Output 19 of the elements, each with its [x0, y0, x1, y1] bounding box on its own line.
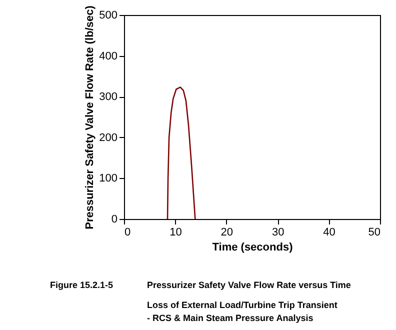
y-tick-label: 100: [99, 172, 118, 185]
x-tick-label: 20: [220, 226, 234, 238]
y-tick-label: 500: [99, 10, 118, 22]
caption: Figure 15.2.1-5: [50, 280, 114, 290]
y-tick-label: 0: [111, 214, 118, 226]
text: Pressurizer Safety Valve Flow Rate versus Time: [147, 280, 351, 290]
x-tick-label: 30: [272, 226, 284, 238]
y-tick-label: 200: [99, 132, 118, 144]
text: Loss of External Load/Turbine Trip Transient: [147, 300, 338, 310]
text: - RCS & Main Steam Pressure Analysis: [147, 313, 314, 323]
y-axis-title: Pressurizer Safety Valve Flow Rate (lb/sec): [84, 5, 96, 230]
x-axis-title: Time (seconds): [212, 242, 294, 254]
y-tick-label: 400: [99, 50, 118, 62]
line-series: [166, 86, 196, 220]
x-tick-label: 10: [170, 226, 182, 238]
y-tick-label: 300: [99, 91, 118, 104]
x-tick-label: 0: [124, 226, 131, 238]
x-tick-label: 50: [368, 226, 380, 238]
x-tick-label: 40: [323, 226, 336, 238]
